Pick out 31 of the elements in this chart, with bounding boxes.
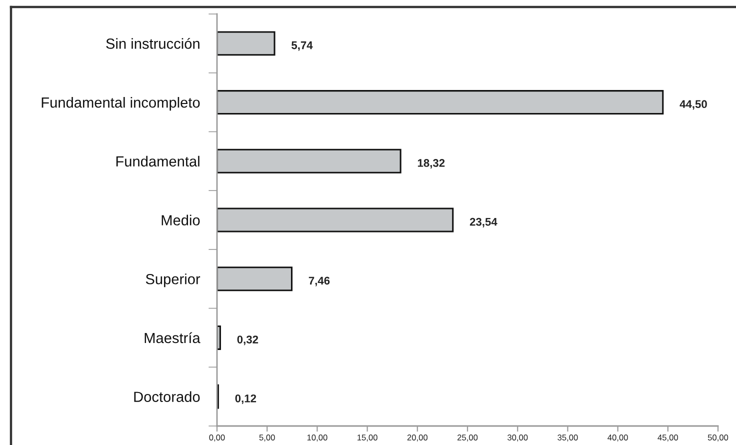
- x-tick-label: 40,00: [608, 434, 628, 442]
- x-tick-label: 20,00: [407, 434, 428, 442]
- bar: [217, 148, 402, 174]
- bar: [217, 31, 276, 56]
- y-tick-label: Doctorado: [134, 391, 200, 402]
- data-label: 0,32: [237, 336, 258, 346]
- data-label: 5,74: [292, 41, 313, 51]
- y-tick-label: Superior: [146, 274, 200, 288]
- bar: [217, 266, 293, 292]
- data-label: 0,12: [235, 394, 256, 404]
- data-label: 18,32: [418, 159, 445, 169]
- x-tick-label: 45,00: [658, 434, 678, 442]
- data-label: 23,54: [470, 218, 498, 228]
- x-tick-label: 30,00: [507, 434, 528, 442]
- bar: [217, 325, 221, 350]
- bar: [217, 208, 454, 232]
- y-tick-label: Sin instrucción: [106, 38, 200, 49]
- y-tick-label: Fundamental: [116, 156, 200, 167]
- y-tick-label: Maestría: [144, 332, 200, 344]
- x-tick-label: 35,00: [558, 434, 578, 442]
- x-tick-label: 50,00: [708, 434, 728, 442]
- y-tick-label: Medio: [162, 214, 200, 226]
- x-tick-label: 10,00: [307, 434, 328, 442]
- data-label: 44,50: [680, 100, 707, 110]
- data-label: 7,46: [308, 276, 330, 286]
- x-tick-label: 0,00: [209, 434, 225, 442]
- bar: [217, 90, 664, 115]
- x-tick-label: 15,00: [358, 434, 378, 442]
- y-tick-label: Fundamental incompleto: [42, 97, 200, 111]
- x-tick-label: 25,00: [457, 434, 478, 442]
- x-tick-label: 5,00: [259, 434, 275, 442]
